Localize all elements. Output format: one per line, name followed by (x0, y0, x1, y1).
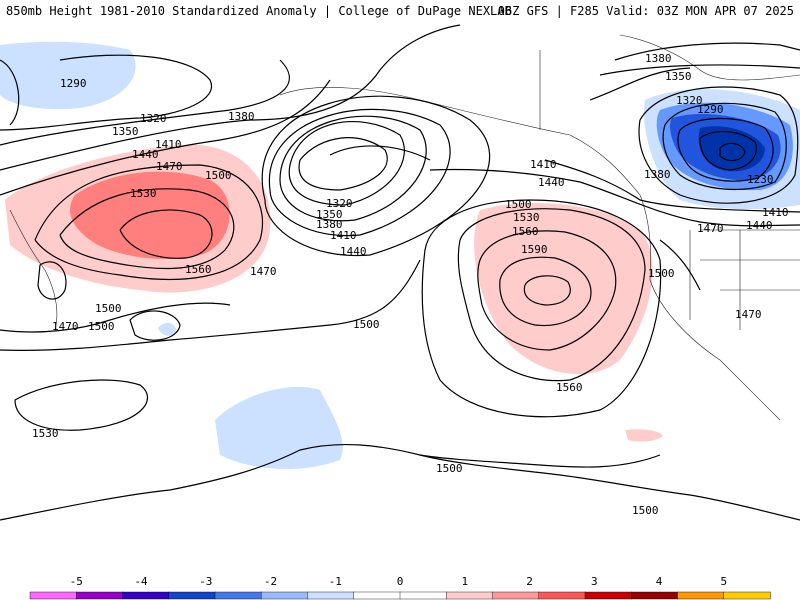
contour-label: 1380 (228, 110, 255, 123)
contour-label: 1500 (632, 504, 659, 517)
contour-label: 1380 (645, 52, 672, 65)
positive-anomaly-south (625, 429, 663, 442)
colorbar-tick-label: 5 (720, 575, 727, 588)
colorbar-tick-label: 0 (397, 575, 404, 588)
contour-label: 1410 (330, 229, 357, 242)
colorbar-tick-label: -3 (199, 575, 212, 588)
contour-label: 1500 (436, 462, 463, 475)
colorbar-segment (677, 591, 725, 600)
colorbar-segment (168, 591, 216, 600)
colorbar-segment (353, 591, 401, 600)
negative-anomaly-nw (0, 41, 136, 110)
colorbar-tick-label: 3 (591, 575, 598, 588)
contour-label: 1560 (512, 225, 539, 238)
contour-label: 1500 (88, 320, 115, 333)
contour-label: 1290 (697, 103, 724, 116)
contour-label: 1440 (746, 219, 773, 232)
contour-label: 1470 (697, 222, 724, 235)
colorbar-tick-label: -1 (329, 575, 342, 588)
positive-anomaly-west-core (70, 171, 230, 260)
colorbar-segment (29, 591, 77, 600)
contour-label: 1320 (326, 197, 353, 210)
contour-label: 1410 (155, 138, 182, 151)
contour-label: 1320 (676, 94, 703, 107)
contour-label: 1590 (521, 243, 548, 256)
contour-label: 1530 (32, 427, 59, 440)
colorbar-segment (631, 591, 679, 600)
height-contours (0, 24, 800, 521)
coastlines (9, 34, 800, 421)
colorbar-segments (29, 591, 771, 600)
contour-label: 1290 (60, 77, 87, 90)
colorbar-tick-label: 4 (656, 575, 663, 588)
colorbar-segment (584, 591, 632, 600)
contour-label: 1560 (185, 263, 212, 276)
contour-label: 1500 (648, 267, 675, 280)
contour-label: 1500 (205, 169, 232, 182)
positive-anomaly-central (474, 202, 653, 375)
negative-anomaly-small (158, 322, 176, 336)
colorbar-segment (446, 591, 494, 600)
contour-label: 1350 (665, 70, 692, 83)
model-valid-time: 06Z GFS | F285 Valid: 03Z MON APR 07 202… (497, 4, 794, 18)
anomaly-colorbar: -5 -4 -3 -2 -1 0 1 2 3 4 5 (0, 572, 800, 600)
contour-label: 1500 (505, 198, 532, 211)
contour-label: 1350 (316, 208, 343, 221)
header-bar: 850mb Height 1981-2010 Standardized Anom… (0, 0, 800, 22)
contour-label: 1410 (762, 206, 789, 219)
colorbar-segment (122, 591, 170, 600)
contour-label: 1500 (95, 302, 122, 315)
colorbar-segment (214, 591, 262, 600)
contour-label: 1410 (530, 158, 557, 171)
contour-label: 1500 (353, 318, 380, 331)
contour-label: 1470 (156, 160, 183, 173)
colorbar-segment (307, 591, 355, 600)
colorbar-segment (538, 591, 586, 600)
contour-label: 1470 (52, 320, 79, 333)
contour-label: 1530 (130, 187, 157, 200)
contour-label: 1230 (747, 173, 774, 186)
colorbar-segment (261, 591, 309, 600)
height-anomaly-map: 1290 1320 1350 1380 1410 1440 1470 1500 … (0, 22, 800, 572)
contour-label: 1440 (340, 245, 367, 258)
contour-label: 1380 (644, 168, 671, 181)
negative-anomaly-southcentral (215, 386, 343, 470)
colorbar-tick-label: 1 (461, 575, 468, 588)
colorbar-segment (76, 591, 124, 600)
colorbar-tick-label: -5 (70, 575, 83, 588)
contour-label: 1470 (250, 265, 277, 278)
colorbar-tick-label: -4 (134, 575, 148, 588)
contour-label: 1440 (538, 176, 565, 189)
colorbar-segment (492, 591, 540, 600)
contour-label: 1470 (735, 308, 762, 321)
contour-label-layer: 1290 1320 1350 1380 1410 1440 1470 1500 … (32, 52, 789, 517)
contour-label: 1350 (112, 125, 139, 138)
contour-label: 1530 (513, 211, 540, 224)
product-title: 850mb Height 1981-2010 Standardized Anom… (6, 4, 512, 18)
colorbar-ticks: -5 -4 -3 -2 -1 0 1 2 3 4 5 (70, 575, 727, 588)
contour-label: 1380 (316, 218, 343, 231)
colorbar-tick-label: -2 (264, 575, 277, 588)
contour-label: 1560 (556, 381, 583, 394)
colorbar-tick-label: 2 (526, 575, 533, 588)
contour-label: 1320 (140, 112, 167, 125)
colorbar-segment (723, 591, 771, 600)
colorbar-segment (399, 591, 447, 600)
contour-label: 1440 (132, 148, 159, 161)
